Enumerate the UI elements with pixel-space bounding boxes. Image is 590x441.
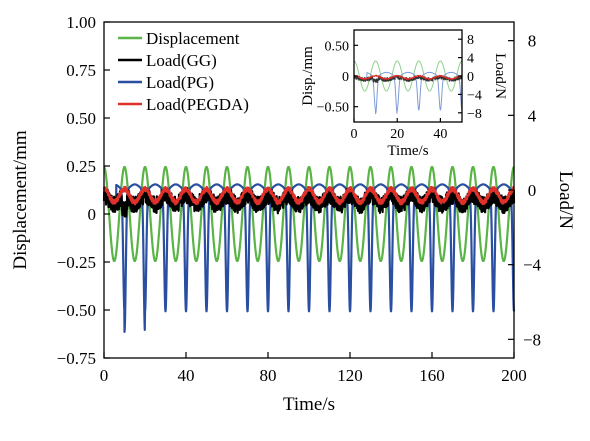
x-tick-label: 160 — [419, 366, 445, 385]
x-tick-label: 0 — [100, 366, 109, 385]
inset-y2-tick-label: −4 — [467, 88, 482, 103]
legend-label-load-pegda: Load(PEGDA) — [146, 95, 249, 114]
series-group — [102, 165, 516, 333]
y-tick-label: −0.25 — [57, 253, 96, 272]
y-axis-title: Displacement/mm — [10, 130, 31, 270]
y-tick-label: 0.75 — [66, 61, 96, 80]
y-tick-label: −0.75 — [57, 349, 96, 368]
main-plot: 0 40 80 120 160 2001.000.750.500.250−0.25−0.5… — [10, 13, 576, 415]
inset-x-tick-label: 0 — [351, 127, 358, 142]
inset-y-axis-title: Disp./mm — [300, 46, 316, 106]
inset-x-tick-label: 40 — [433, 127, 447, 142]
y-tick-label: −0.50 — [57, 301, 96, 320]
x-tick-label: 40 — [178, 366, 195, 385]
series-line-displacement — [103, 165, 515, 263]
series-line-load-pg — [103, 183, 516, 333]
inset-y2-tick-label: 0 — [467, 70, 474, 85]
x-tick-label: 200 — [501, 366, 527, 385]
inset-y2-tick-label: 4 — [467, 52, 474, 67]
inset-series-group — [353, 60, 463, 115]
y2-tick-label: 8 — [528, 32, 537, 51]
legend: Displacement Load(GG) Load(PG) Load(PEGDA) — [118, 29, 249, 114]
legend-label-displacement: Displacement — [146, 29, 240, 48]
legend-label-load-pg: Load(PG) — [146, 73, 214, 92]
inset-x-tick-label: 20 — [390, 127, 404, 142]
x-tick-label: 120 — [337, 366, 363, 385]
series-line-load-pegda — [102, 185, 516, 206]
inset-y-tick-label: −0.50 — [317, 101, 349, 116]
y-tick-label: 0.25 — [66, 157, 96, 176]
series-line-load-gg — [102, 186, 516, 218]
inset-y2-tick-label: 8 — [467, 33, 474, 48]
inset-series-line-displacement — [353, 60, 463, 92]
inset-x-axis-title: Time/s — [387, 143, 428, 159]
inset-series-line-load-pegda — [353, 74, 463, 81]
y-tick-label: 0.50 — [66, 109, 96, 128]
inset-y2-tick-label: −8 — [467, 107, 482, 122]
y2-tick-label: −8 — [523, 330, 541, 349]
inset-y-tick-label: 0 — [342, 70, 349, 85]
x-axis-title: Time/s — [283, 394, 335, 415]
y2-axis-title: Load/N — [555, 171, 576, 229]
y2-tick-label: −4 — [523, 256, 542, 275]
inset-y-tick-label: 0.50 — [325, 39, 350, 54]
y-tick-label: 1.00 — [66, 13, 96, 32]
legend-label-load-gg: Load(GG) — [146, 51, 217, 70]
y2-tick-label: 0 — [528, 181, 537, 200]
y2-tick-label: 4 — [528, 106, 537, 125]
x-tick-label: 80 — [260, 366, 277, 385]
y-tick-label: 0 — [88, 205, 97, 224]
inset-y2-axis-title: Load/N — [492, 53, 508, 99]
